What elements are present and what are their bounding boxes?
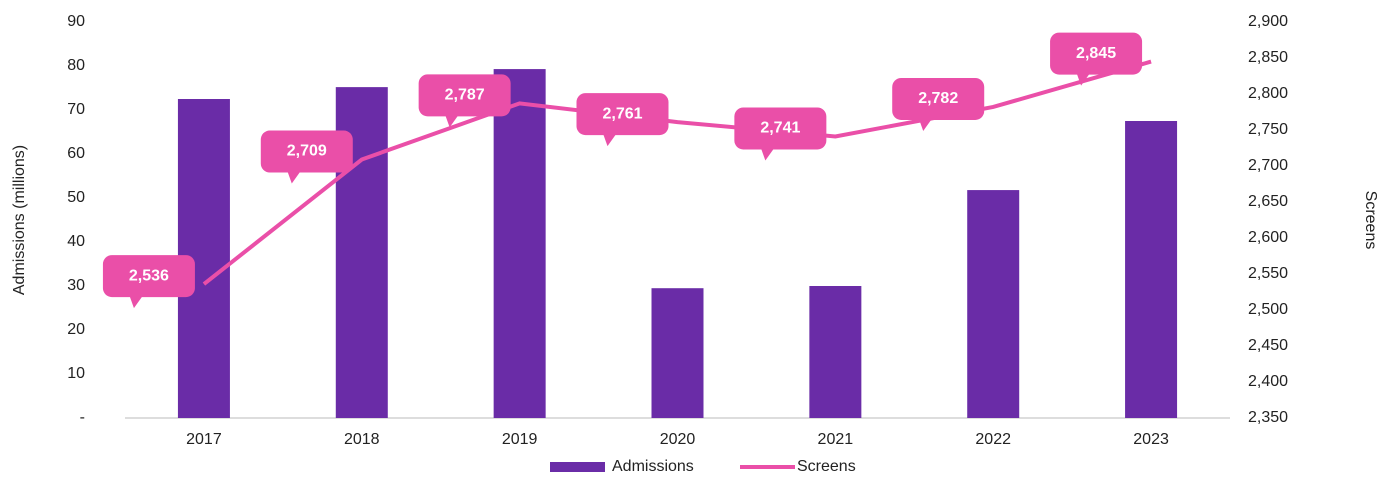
- callout: [892, 77, 985, 120]
- y-tick-label: -: [80, 409, 85, 426]
- y2-tick-label: 2,750: [1248, 121, 1288, 138]
- callout: [102, 255, 195, 298]
- y-axis-title: Admissions (millions): [11, 145, 28, 295]
- callout: [918, 116, 934, 131]
- y2-tick-label: 2,900: [1248, 13, 1288, 30]
- data-label: 2,782: [918, 90, 958, 107]
- callout: [1076, 71, 1092, 86]
- data-label: 2,761: [602, 105, 642, 122]
- y2-tick-label: 2,850: [1248, 49, 1288, 66]
- y2-tick-label: 2,450: [1248, 337, 1288, 354]
- y2-axis-title: Screens: [1362, 191, 1379, 250]
- y2-tick-label: 2,650: [1248, 193, 1288, 210]
- legend-swatch: [550, 462, 605, 472]
- data-label: 2,787: [445, 87, 485, 104]
- data-label: 2,536: [129, 267, 169, 284]
- callout: [286, 169, 302, 184]
- y-tick-label: 20: [67, 321, 85, 338]
- y-tick-label: 90: [67, 13, 85, 30]
- x-tick-label: 2023: [1133, 431, 1169, 448]
- callout: [128, 294, 144, 309]
- y2-tick-label: 2,800: [1248, 85, 1288, 102]
- callout: [260, 130, 353, 173]
- y-tick-label: 30: [67, 277, 85, 294]
- bar: [809, 286, 862, 418]
- bar: [1125, 121, 1178, 418]
- data-label: 2,709: [287, 143, 327, 160]
- y2-tick-label: 2,350: [1248, 409, 1288, 426]
- y-tick-label: 80: [67, 57, 85, 74]
- y2-tick-label: 2,600: [1248, 229, 1288, 246]
- y2-tick-label: 2,700: [1248, 157, 1288, 174]
- bar: [967, 190, 1020, 418]
- x-tick-label: 2020: [660, 431, 696, 448]
- callout: [576, 93, 669, 136]
- x-tick-label: 2017: [186, 431, 222, 448]
- callout: [760, 146, 776, 161]
- x-tick-label: 2022: [975, 431, 1011, 448]
- callout: [418, 74, 511, 117]
- y-tick-label: 60: [67, 145, 85, 162]
- y-tick-label: 70: [67, 101, 85, 118]
- legend-label: Admissions: [612, 458, 694, 475]
- callout: [734, 107, 827, 150]
- data-label: 2,845: [1076, 45, 1116, 62]
- bar: [651, 288, 704, 418]
- callout: [1050, 32, 1143, 75]
- y-tick-label: 50: [67, 189, 85, 206]
- y2-tick-label: 2,500: [1248, 301, 1288, 318]
- line: [202, 59, 1152, 286]
- y-tick-label: 10: [67, 365, 85, 382]
- y2-tick-label: 2,400: [1248, 373, 1288, 390]
- bar: [493, 69, 546, 418]
- callout: [444, 113, 460, 128]
- x-tick-label: 2021: [818, 431, 854, 448]
- y-tick-label: 40: [67, 233, 85, 250]
- x-tick-label: 2018: [344, 431, 380, 448]
- y2-tick-label: 2,550: [1248, 265, 1288, 282]
- legend-label: Screens: [797, 458, 856, 475]
- callout: [602, 132, 618, 147]
- x-tick-label: 2019: [502, 431, 538, 448]
- data-label: 2,741: [760, 120, 800, 137]
